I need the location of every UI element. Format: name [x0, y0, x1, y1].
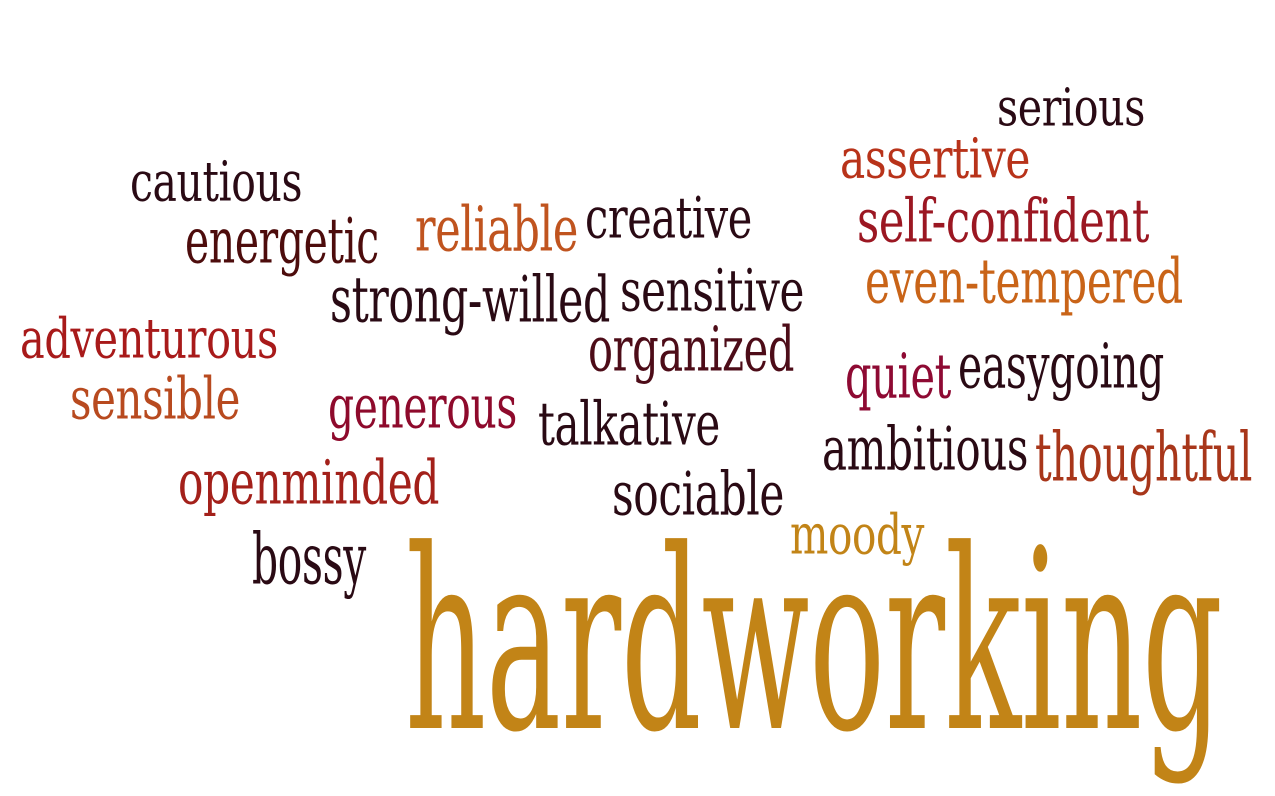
word-reliable: reliable [415, 192, 578, 266]
word-hardworking: hardworking [405, 497, 1223, 788]
word-cautious: cautious [130, 150, 303, 215]
word-quiet: quiet [845, 339, 951, 413]
word-sociable: sociable [612, 459, 785, 530]
word-bossy: bossy [252, 518, 366, 601]
word-sensible: sensible [70, 364, 240, 433]
word-assertive: assertive [840, 127, 1031, 192]
word-organized: organized [588, 312, 795, 386]
word-adventurous: adventurous [20, 307, 278, 372]
word-sensitive: sensitive [620, 256, 804, 325]
word-generous: generous [328, 372, 517, 443]
word-energetic: energetic [185, 204, 379, 279]
word-self-confident: self-confident [857, 186, 1149, 257]
word-creative: creative [585, 184, 752, 252]
word-easygoing: easygoing [958, 329, 1164, 403]
word-openminded: openminded [178, 446, 440, 519]
word-even-tempered: even-tempered [865, 244, 1183, 318]
word-serious: serious [997, 77, 1145, 139]
word-talkative: talkative [538, 389, 720, 460]
word-ambitious: ambitious [822, 414, 1029, 485]
word-moody: moody [790, 503, 925, 568]
word-thoughtful: thoughtful [1035, 419, 1253, 498]
word-strong-willed: strong-willed [330, 262, 611, 338]
